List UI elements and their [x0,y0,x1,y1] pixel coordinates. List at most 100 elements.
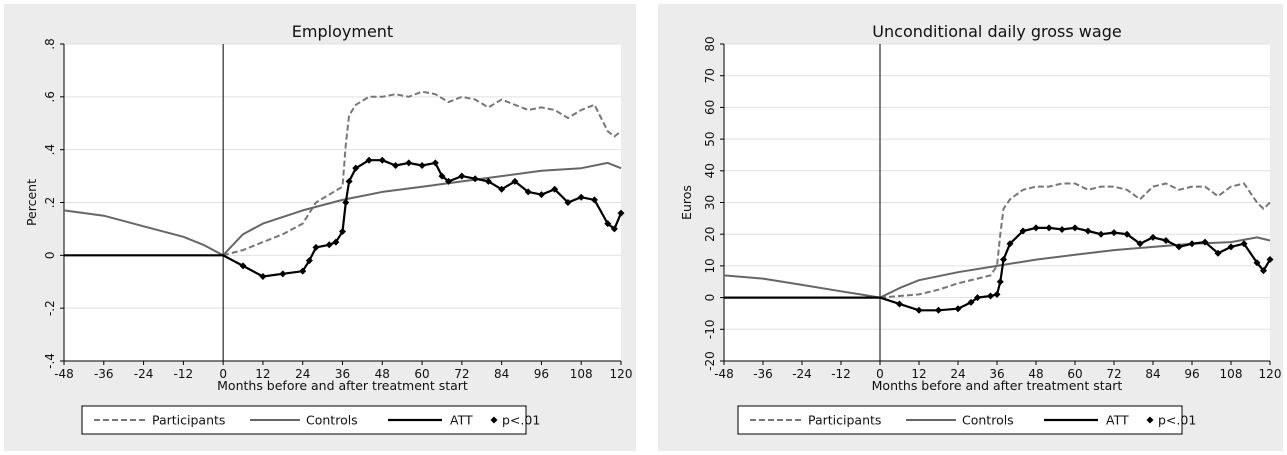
legend: Participants Controls ATT p<.01 [81,405,540,435]
y-tick-label: 20 [703,227,717,242]
series-line-controls [63,161,622,257]
x-tick-label: 84 [1145,367,1160,381]
significance-marker [1266,256,1274,264]
employment-chart: -.4 -.2 0 .2 .4 .6 .8 -48 -36 -24 -12 0 12 24 36 48 60 72… [24,22,633,435]
significance-marker [511,177,519,185]
legend-label-att: ATT [450,413,473,428]
y-tick-label: .2 [43,197,57,208]
x-tick-label: 96 [1184,367,1199,381]
significance-marker [484,177,492,185]
significance-marker [299,267,307,275]
significance-marker [577,193,585,201]
significance-marker [551,185,559,193]
significance-marker [1149,233,1157,241]
y-tick-label: 0 [43,252,57,260]
y-tick-label: 70 [703,68,717,83]
significance-marker [339,228,346,236]
x-tick-label: 96 [534,367,549,381]
legend-label-participants: Participants [808,413,881,428]
significance-marker [458,172,466,180]
significance-marker [1240,240,1248,248]
x-tick-label: -48 [54,367,74,381]
significance-marker [967,298,975,306]
x-tick-label: 48 [1028,367,1043,381]
x-tick-label: 36 [989,367,1004,381]
y-tick-label: .8 [43,38,57,49]
y-tick-label: -.2 [43,300,57,316]
significance-marker [239,262,247,270]
y-tick-label: .6 [43,91,57,102]
significance-marker [345,177,353,185]
significance-marker [325,241,333,249]
x-axis-label: Months before and after treatment start [217,378,468,393]
y-tick-label: 80 [703,36,717,51]
significance-marker [1000,256,1007,264]
x-tick-label: 120 [1259,367,1282,381]
series-line-participants [222,90,622,257]
x-tick-label: 120 [610,367,633,381]
significance-marker [392,162,400,170]
significance-marker [1006,240,1014,248]
significance-marker [471,175,479,183]
significance-marker [431,159,439,167]
legend: Participants Controls ATT p<.01 [737,405,1196,435]
x-tick-label: 108 [1220,367,1243,381]
x-tick-label: 72 [1106,367,1121,381]
significance-marker [617,209,625,217]
significance-marker [378,156,386,164]
significance-marker [1201,238,1209,246]
legend-label-signif: p<.01 [502,413,540,428]
significance-marker [1123,230,1131,238]
significance-marker [996,278,1004,286]
significance-marker [987,292,994,300]
x-tick-label: 36 [335,367,350,381]
significance-marker [590,196,598,204]
chart-title: Employment [292,22,393,41]
significance-marker [1045,224,1053,232]
x-tick-label: -12 [174,367,194,381]
y-tick-label: 0 [703,294,717,302]
x-tick-label: -24 [792,367,812,381]
significance-marker [1097,230,1105,238]
significance-marker [1260,267,1267,275]
series-line-participants [879,182,1271,299]
x-tick-label: -48 [714,367,734,381]
significance-marker [1214,249,1222,257]
legend-box [81,405,527,435]
x-tick-label: -36 [753,367,773,381]
x-tick-label: -24 [134,367,154,381]
y-tick-label: 50 [703,131,717,146]
significance-marker [498,185,506,193]
significance-marker [342,199,350,206]
x-tick-label: -36 [94,367,114,381]
x-tick-label: 72 [454,367,469,381]
y-tick-label: 10 [703,258,717,273]
legend-label-controls: Controls [962,413,1014,428]
x-tick-label: 108 [570,367,593,381]
significance-marker [1162,237,1170,245]
significance-marker [1136,240,1144,248]
x-tick-label: 12 [911,367,926,381]
x-axis-label: Months before and after treatment start [872,378,1123,393]
significance-marker [445,177,453,185]
legend-swatch-signif [490,416,498,424]
significance-marker [305,257,313,265]
legend-label-participants: Participants [152,413,225,428]
significance-marker [604,220,612,228]
employment-chart-panel: -.4 -.2 0 .2 .4 .6 .8 -48 -36 -24 -12 0 12 24 36 48 60 72… [4,4,636,451]
significance-marker [1175,243,1183,251]
significance-marker [1188,240,1196,248]
x-tick-label: 60 [414,367,429,381]
att-significance-markers [896,224,1274,314]
legend-label-controls: Controls [306,413,358,428]
significance-marker [954,305,962,313]
x-tick-label: 0 [876,367,884,381]
wage-chart-panel: -20 -10 0 10 20 30 40 50 60 70 80 -48 -36 -24 -12 0 12 24… [658,4,1283,451]
y-tick-label: 60 [703,100,717,115]
significance-marker [405,159,413,167]
y-axis-label: Euros [679,185,694,220]
y-tick-label: 40 [703,163,717,178]
significance-marker [610,225,618,233]
significance-marker [332,238,340,246]
significance-marker [312,243,320,251]
